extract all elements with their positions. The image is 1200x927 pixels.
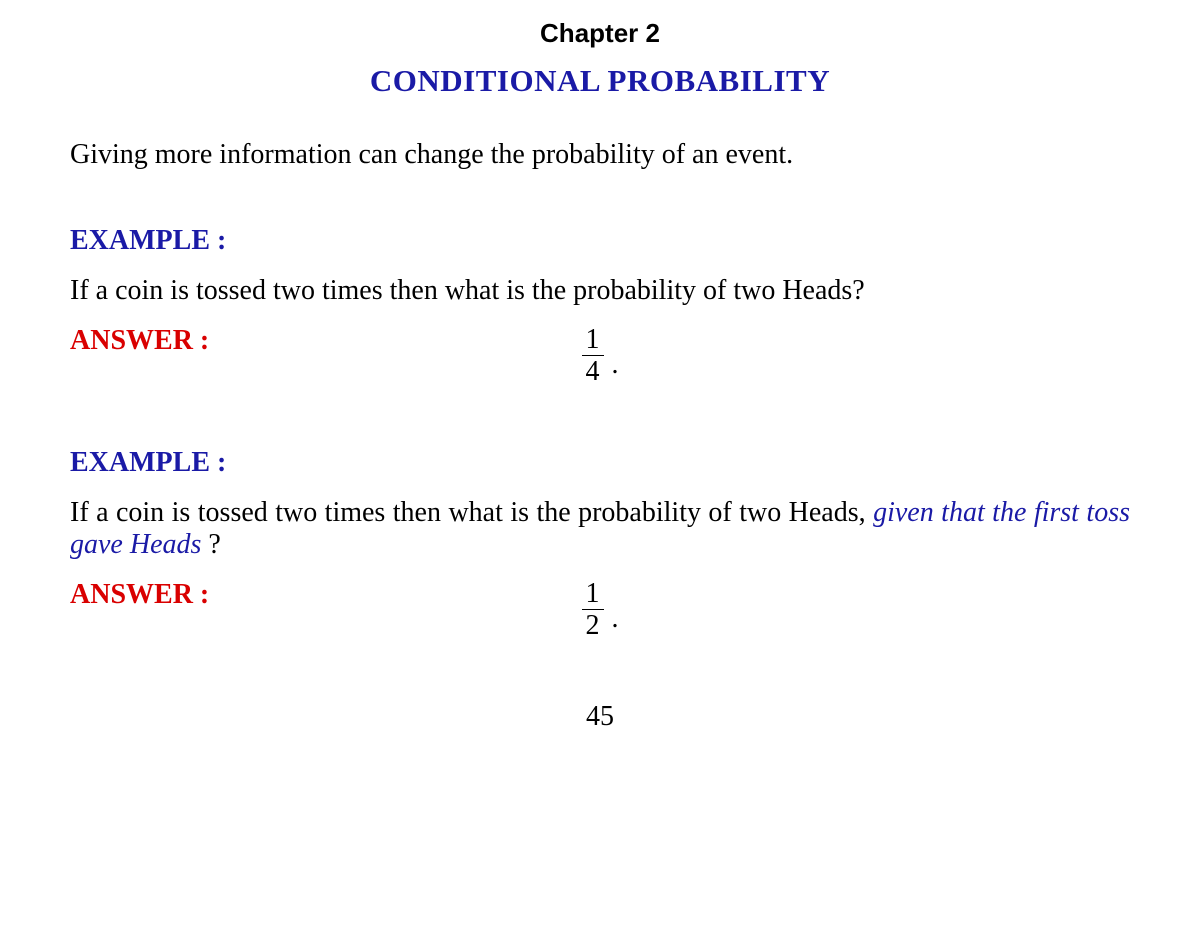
answer-2-value: 1 2 . xyxy=(300,579,1130,641)
fraction-2: 1 2 xyxy=(582,579,604,641)
example-2-question-suffix: ? xyxy=(201,529,220,560)
fraction-1-period: . xyxy=(612,349,619,387)
page-title: CONDITIONAL PROBABILITY xyxy=(70,63,1130,99)
page-number: 45 xyxy=(70,701,1130,733)
chapter-label: Chapter 2 xyxy=(70,18,1130,49)
fraction-2-numerator: 1 xyxy=(582,579,604,609)
answer-1-value: 1 4 . xyxy=(300,325,1130,387)
fraction-1-numerator: 1 xyxy=(582,325,604,355)
fraction-1-denominator: 4 xyxy=(582,356,604,386)
example-1-answer-row: ANSWER : 1 4 . xyxy=(70,325,1130,387)
example-2-question-prefix: If a coin is tossed two times then what … xyxy=(70,497,873,528)
fraction-2-denominator: 2 xyxy=(582,610,604,640)
page: Chapter 2 CONDITIONAL PROBABILITY Giving… xyxy=(0,0,1200,763)
example-1-question: If a coin is tossed two times then what … xyxy=(70,275,1130,307)
example-label-1: EXAMPLE : xyxy=(70,225,1130,257)
intro-text: Giving more information can change the p… xyxy=(70,139,1130,171)
example-2-answer-row: ANSWER : 1 2 . xyxy=(70,579,1130,641)
answer-label-1: ANSWER : xyxy=(70,325,300,357)
fraction-2-period: . xyxy=(612,603,619,641)
example-label-2: EXAMPLE : xyxy=(70,447,1130,479)
fraction-1: 1 4 xyxy=(582,325,604,387)
answer-label-2: ANSWER : xyxy=(70,579,300,611)
example-2-question: If a coin is tossed two times then what … xyxy=(70,497,1130,561)
